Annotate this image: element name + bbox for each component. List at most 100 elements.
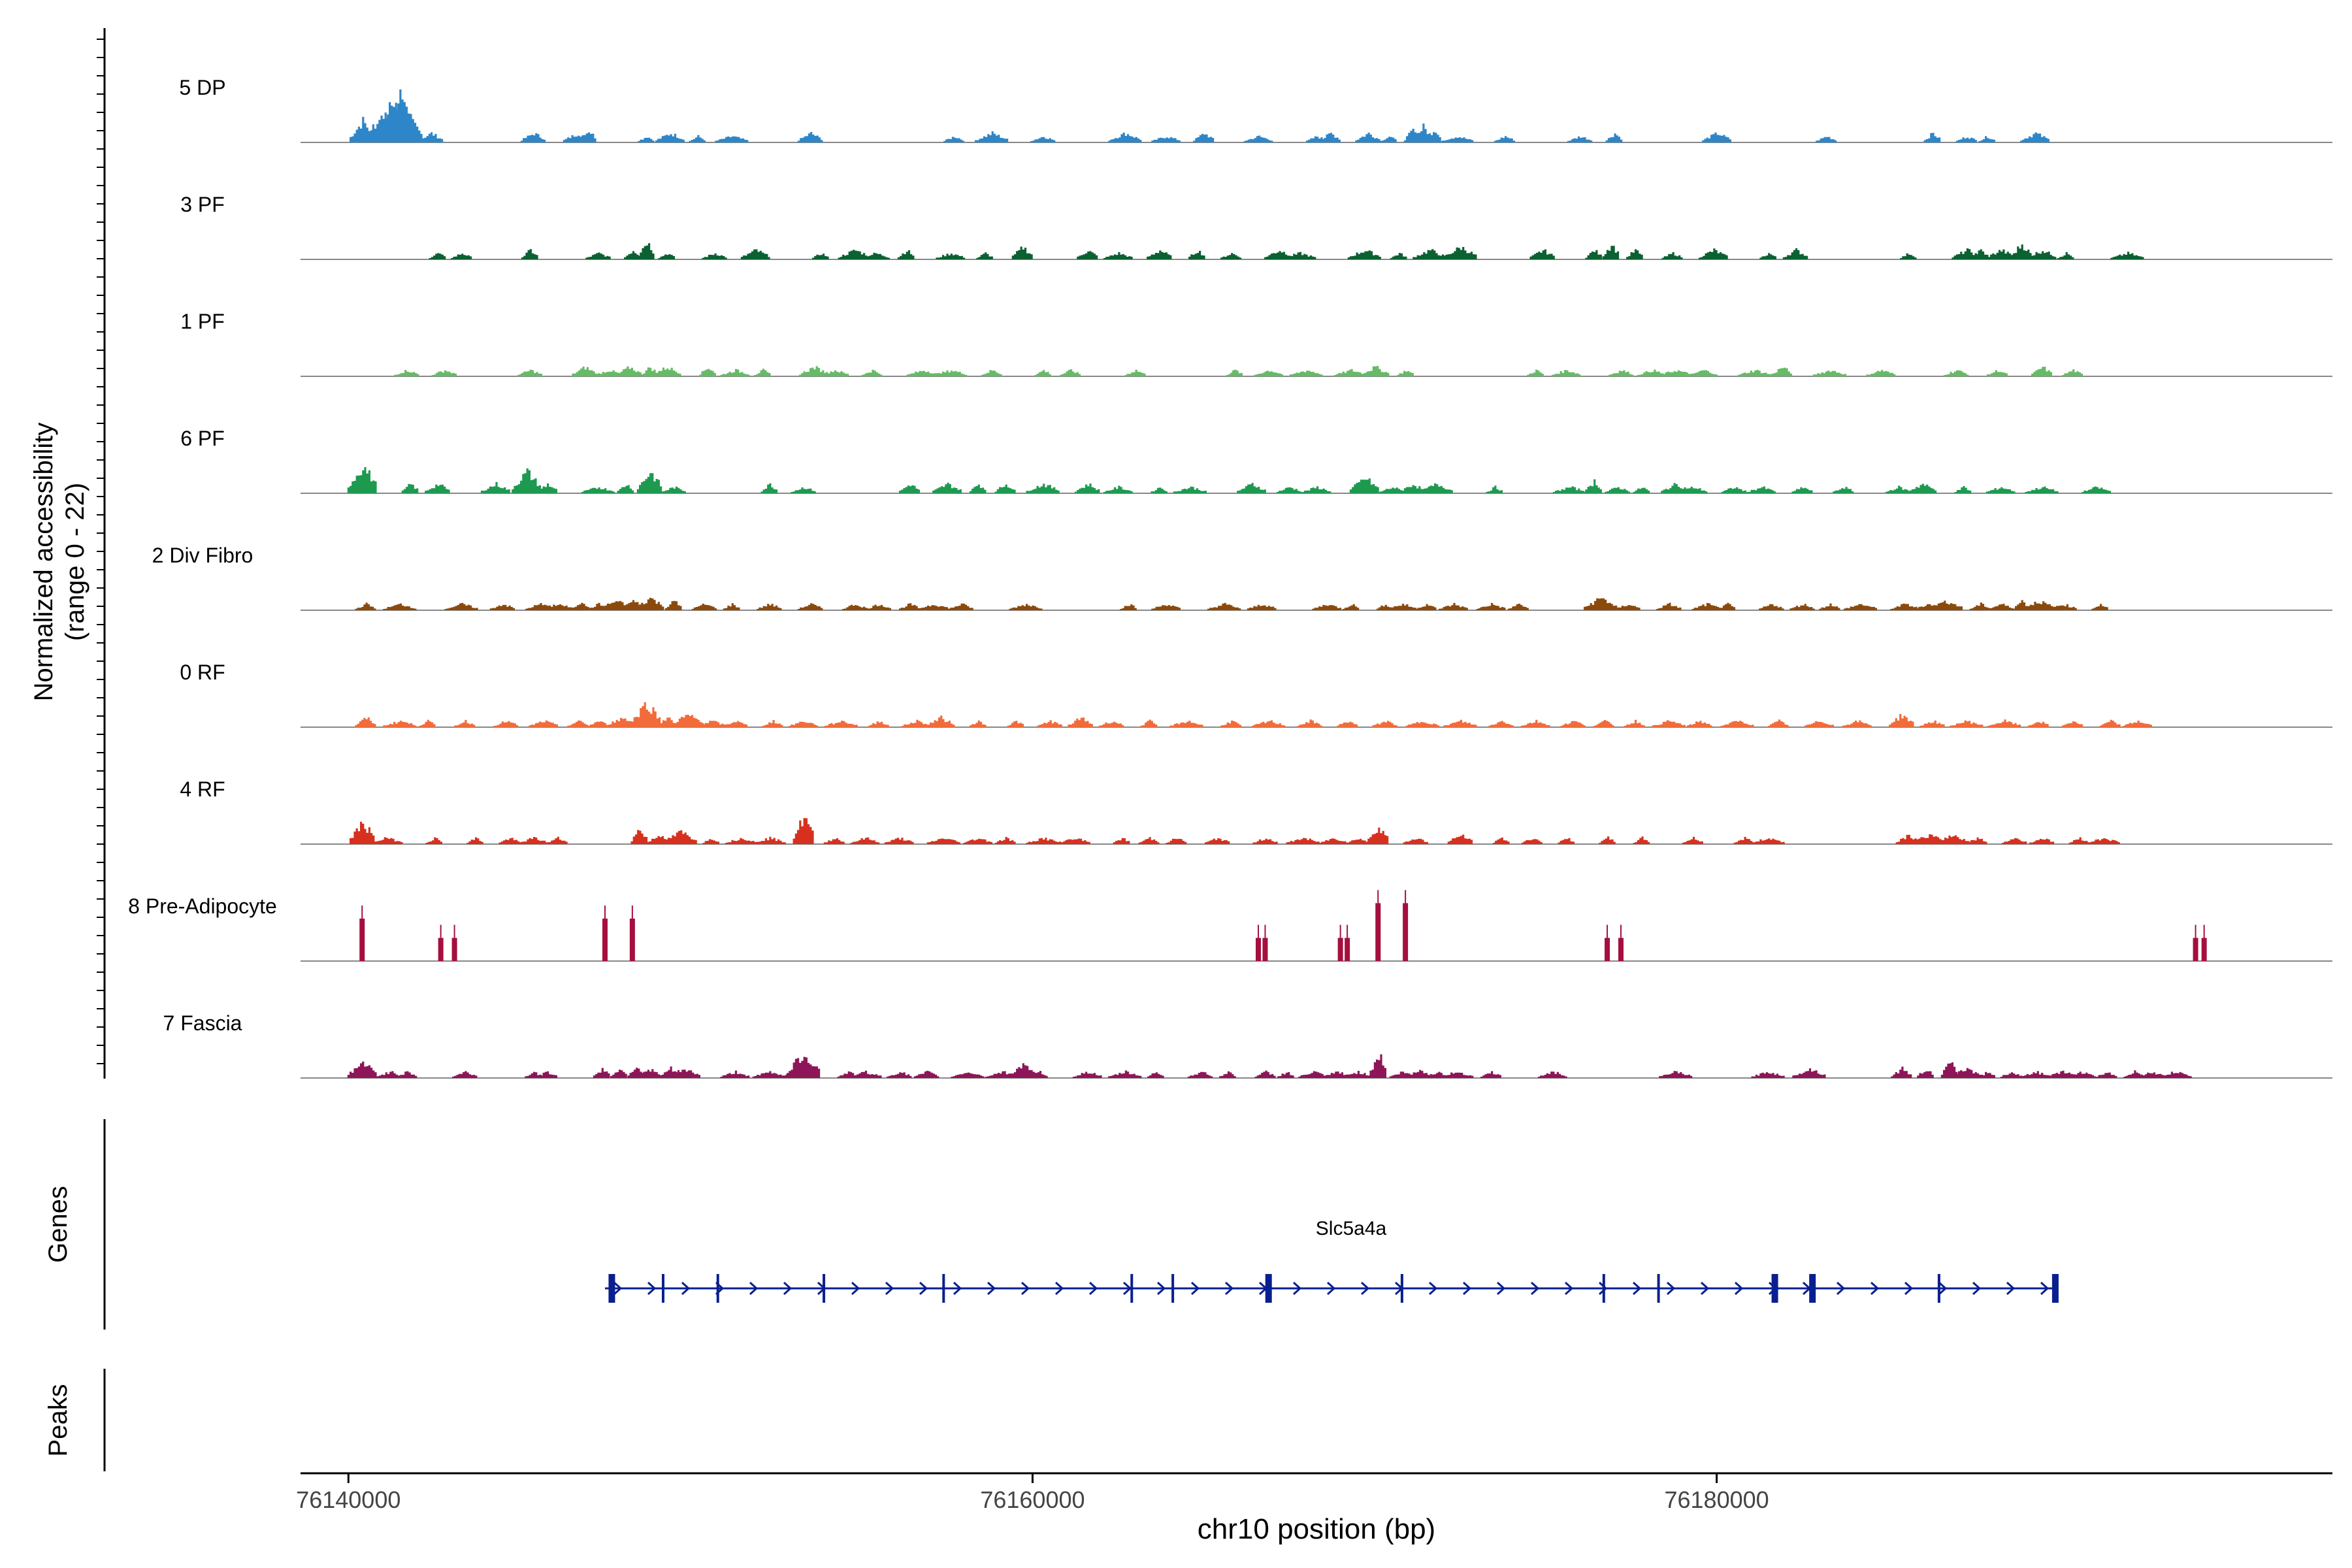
- gene-exon: [1130, 1274, 1134, 1303]
- coverage-peak: [1298, 1071, 1328, 1078]
- coverage-peak: [567, 720, 589, 727]
- strand-chevron: [1938, 1281, 1948, 1296]
- coverage-peak: [1360, 366, 1390, 376]
- coverage-peak: [1120, 604, 1137, 610]
- coverage-peak: [593, 1068, 610, 1078]
- coverage-peak: [417, 132, 444, 142]
- coverage-peak: [848, 1070, 882, 1078]
- coverage-peak: [1098, 721, 1124, 727]
- coverage-peak: [720, 1070, 750, 1078]
- coverage-peak: [1816, 137, 1837, 142]
- coverage-peak: [1312, 604, 1342, 610]
- x-tick-label: 76160000: [980, 1486, 1085, 1513]
- strand-chevron: [2006, 1281, 2016, 1296]
- coverage-peak: [1842, 720, 1872, 727]
- coverage-peak: [842, 604, 868, 610]
- coverage-peak: [2029, 838, 2055, 844]
- coverage-peak: [1987, 719, 2021, 727]
- coverage-peak: [963, 838, 993, 844]
- coverage-peak: [1805, 721, 1834, 727]
- coverage-peak: [1529, 249, 1555, 259]
- coverage-peak: [1746, 486, 1776, 493]
- coverage-peak: [902, 719, 931, 727]
- coverage-peak: [1567, 136, 1593, 142]
- track-2-div-fibro: 2 Div Fibro: [152, 544, 2332, 611]
- coverage-peak: [1286, 838, 1320, 844]
- coverage-peak: [1733, 836, 1755, 844]
- coverage-peak: [1276, 487, 1302, 493]
- coverage-peak: [1188, 250, 1205, 259]
- coverage-peak: [1389, 1071, 1415, 1078]
- coverage-peak: [1721, 487, 1746, 493]
- coverage-peak: [2020, 132, 2050, 142]
- coverage-peak: [661, 486, 686, 493]
- coverage-peak: [1986, 370, 2008, 376]
- strand-chevron: [1564, 1281, 1574, 1296]
- coverage-peak: [1889, 713, 1914, 727]
- gene-exon: [2051, 1274, 2059, 1303]
- coverage-peak: [1558, 838, 1575, 844]
- coverage-peak: [444, 602, 478, 610]
- coverage-peak: [1147, 250, 1172, 259]
- coverage-peak: [1337, 938, 1343, 961]
- coverage-peak: [1072, 1071, 1102, 1078]
- strand-chevron: [919, 1281, 928, 1296]
- strand-chevron: [1428, 1281, 1438, 1296]
- strand-chevron: [987, 1281, 996, 1296]
- coverage-peak: [1009, 604, 1043, 610]
- coverage-peak: [1950, 1068, 1984, 1078]
- coverage-peak: [1891, 1066, 1912, 1078]
- coverage-peak: [1584, 598, 1618, 610]
- coverage-peak: [797, 603, 823, 610]
- coverage-peak: [1985, 249, 2016, 259]
- gene-exon: [1771, 1274, 1778, 1303]
- coverage-peak: [1103, 485, 1133, 493]
- coverage-peak: [1103, 252, 1133, 259]
- coverage-peak: [1413, 249, 1446, 259]
- coverage-peak: [489, 604, 515, 610]
- coverage-peak: [1702, 132, 1731, 142]
- coverage-peak: [1207, 602, 1241, 610]
- coverage-peak: [1367, 827, 1389, 844]
- coverage-peak: [899, 603, 920, 610]
- strand-chevron: [953, 1281, 962, 1296]
- gene-model-slc5a4a: [604, 1274, 2059, 1303]
- track-label: 8 Pre-Adipocyte: [128, 894, 277, 918]
- coverage-peak: [1318, 838, 1348, 844]
- coverage-peak: [1476, 602, 1506, 610]
- coverage-peak: [2110, 252, 2144, 259]
- coverage-peak: [1151, 605, 1181, 610]
- coverage-peak: [2000, 1072, 2021, 1078]
- coverage-peak: [752, 836, 786, 844]
- coverage-peak: [1954, 486, 1972, 493]
- coverage-peak: [438, 938, 444, 961]
- coverage-peak: [1987, 604, 2014, 610]
- coverage-peak: [760, 483, 778, 493]
- coverage-peak: [1243, 135, 1273, 142]
- coverage-peak: [1277, 1072, 1294, 1078]
- gene-exon: [823, 1274, 826, 1303]
- coverage-peak: [670, 715, 704, 727]
- coverage-peak: [1399, 485, 1425, 493]
- track-1-pf: 1 PF: [180, 310, 2332, 377]
- coverage-peak: [723, 603, 740, 610]
- coverage-peak: [1552, 486, 1586, 493]
- coverage-peak: [347, 467, 377, 493]
- coverage-peak: [754, 368, 771, 376]
- coverage-peak: [868, 721, 889, 727]
- coverage-peak: [540, 604, 574, 610]
- coverage-peak: [2062, 369, 2083, 376]
- coverage-peak: [934, 370, 968, 376]
- coverage-peak: [1254, 370, 1284, 376]
- coverage-peak: [1950, 720, 1984, 727]
- coverage-peak: [663, 830, 697, 844]
- strand-chevron: [851, 1281, 860, 1296]
- coverage-peak: [1124, 369, 1146, 376]
- coverage-peak: [572, 367, 597, 376]
- peaks-panel-label: Peaks: [44, 1384, 73, 1456]
- coverage-peak: [1387, 604, 1417, 610]
- coverage-peak: [1771, 367, 1793, 376]
- coverage-peak: [2048, 604, 2077, 610]
- coverage-peak: [627, 1068, 644, 1078]
